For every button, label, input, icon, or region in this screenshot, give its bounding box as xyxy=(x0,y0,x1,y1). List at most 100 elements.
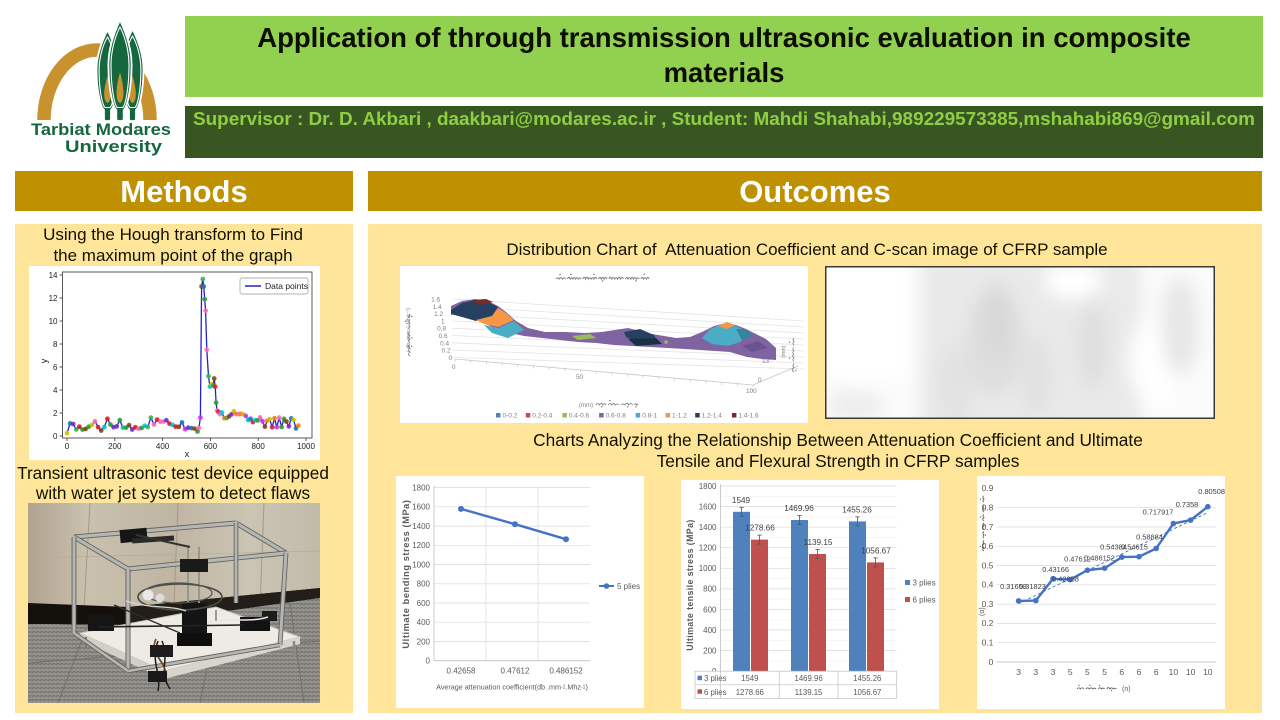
svg-text:0.2: 0.2 xyxy=(982,618,994,628)
svg-text:1800: 1800 xyxy=(699,482,717,491)
svg-text:5: 5 xyxy=(1102,667,1107,677)
svg-text:0.9: 0.9 xyxy=(982,483,994,493)
svg-text:0.8: 0.8 xyxy=(437,326,446,333)
svg-text:Ultimate tensile stress (MPa): Ultimate tensile stress (MPa) xyxy=(685,519,695,650)
svg-text:1000: 1000 xyxy=(412,560,430,569)
svg-text:12: 12 xyxy=(49,294,58,303)
svg-text:14: 14 xyxy=(49,271,58,280)
svg-text:0.47612: 0.47612 xyxy=(1064,555,1091,564)
svg-text:0: 0 xyxy=(448,355,452,362)
svg-text:200: 200 xyxy=(417,637,431,646)
svg-text:0.7358: 0.7358 xyxy=(1176,500,1199,509)
svg-text:(α): (α) xyxy=(979,607,986,616)
svg-text:1139.15: 1139.15 xyxy=(804,538,833,547)
svg-text:y: y xyxy=(39,358,49,363)
svg-text:1455.26: 1455.26 xyxy=(853,674,881,683)
svg-text:0: 0 xyxy=(65,442,70,451)
svg-text:1469.96: 1469.96 xyxy=(784,504,814,513)
svg-text:600: 600 xyxy=(204,442,218,451)
svg-text:1455.26: 1455.26 xyxy=(842,505,872,514)
svg-text:Ultimate bending stress (MPa): Ultimate bending stress (MPa) xyxy=(401,499,411,648)
svg-text:1800: 1800 xyxy=(412,483,430,492)
svg-text:0.5: 0.5 xyxy=(982,560,994,570)
svg-text:0.6: 0.6 xyxy=(439,333,448,340)
svg-text:(mm): (mm) xyxy=(579,403,593,409)
svg-text:8: 8 xyxy=(53,340,58,349)
svg-text:0.8: 0.8 xyxy=(982,503,994,513)
svg-text:1.6: 1.6 xyxy=(431,297,440,304)
svg-text:0.42658: 0.42658 xyxy=(1052,575,1079,584)
svg-text:0.1: 0.1 xyxy=(982,638,994,648)
svg-text:1056.67: 1056.67 xyxy=(853,688,881,697)
svg-text:1400: 1400 xyxy=(412,522,430,531)
svg-text:0.6-0.8: 0.6-0.8 xyxy=(606,413,627,420)
svg-text:1549: 1549 xyxy=(741,674,758,683)
svg-text:3: 3 xyxy=(1016,667,1021,677)
svg-text:1600: 1600 xyxy=(699,502,717,511)
svg-text:5: 5 xyxy=(1085,667,1090,677)
svg-text:200: 200 xyxy=(703,646,717,655)
svg-text:0: 0 xyxy=(452,364,456,371)
svg-text:600: 600 xyxy=(417,599,431,608)
svg-text:0.7: 0.7 xyxy=(982,522,994,532)
svg-text:6 plies: 6 plies xyxy=(913,596,936,605)
svg-text:(n): (n) xyxy=(1122,686,1131,693)
svg-text:1469.96: 1469.96 xyxy=(795,674,823,683)
svg-text:1-1.2: 1-1.2 xyxy=(672,413,687,420)
svg-text:5 plies: 5 plies xyxy=(617,582,640,591)
svg-text:1: 1 xyxy=(441,318,445,325)
svg-text:400: 400 xyxy=(703,626,717,635)
svg-text:10: 10 xyxy=(49,317,58,326)
svg-text:Tarbiat Modares: Tarbiat Modares xyxy=(31,120,171,139)
svg-text:Average attenuation coefficien: Average attenuation coefficient(db .mm-1… xyxy=(436,683,588,692)
svg-text:10: 10 xyxy=(1169,667,1179,677)
svg-text:0.47612: 0.47612 xyxy=(501,667,530,676)
svg-text:1278.66: 1278.66 xyxy=(745,524,775,533)
svg-text:1.2: 1.2 xyxy=(434,311,443,318)
svg-text:1200: 1200 xyxy=(412,541,430,550)
svg-text:400: 400 xyxy=(156,442,170,451)
svg-text:1.4-1.6: 1.4-1.6 xyxy=(738,413,759,420)
svg-text:1139.15: 1139.15 xyxy=(795,688,823,697)
svg-text:(mm): (mm) xyxy=(781,345,787,358)
svg-text:600: 600 xyxy=(703,605,717,614)
svg-text:0.4: 0.4 xyxy=(440,340,449,347)
svg-text:3: 3 xyxy=(1033,667,1038,677)
svg-text:1.4: 1.4 xyxy=(433,304,442,311)
svg-text:0.486152: 0.486152 xyxy=(549,667,583,676)
svg-text:400: 400 xyxy=(417,618,431,627)
svg-text:800: 800 xyxy=(417,580,431,589)
svg-text:3 plies: 3 plies xyxy=(913,579,936,588)
svg-text:0.43166: 0.43166 xyxy=(1042,565,1069,574)
svg-text:0.42658: 0.42658 xyxy=(447,667,476,676)
svg-text:1000: 1000 xyxy=(699,564,717,573)
svg-text:0.31823: 0.31823 xyxy=(1019,582,1046,591)
svg-text:0.4-0.6: 0.4-0.6 xyxy=(569,413,590,420)
svg-text:0: 0 xyxy=(989,657,994,667)
svg-text:Data points: Data points xyxy=(265,281,308,291)
svg-text:10: 10 xyxy=(1186,667,1196,677)
svg-text:1000: 1000 xyxy=(297,442,315,451)
svg-text:0: 0 xyxy=(758,377,762,384)
svg-text:x: x xyxy=(185,449,190,459)
svg-text:1278.66: 1278.66 xyxy=(736,688,764,697)
svg-text:4: 4 xyxy=(53,386,58,395)
svg-text:6: 6 xyxy=(1137,667,1142,677)
svg-text:0.4: 0.4 xyxy=(982,580,994,590)
svg-text:100: 100 xyxy=(746,388,757,395)
svg-text:0.54615: 0.54615 xyxy=(1121,543,1148,552)
svg-text:0.3: 0.3 xyxy=(982,599,994,609)
svg-text:0.80508: 0.80508 xyxy=(1198,487,1225,496)
svg-text:0: 0 xyxy=(53,432,58,441)
svg-text:6: 6 xyxy=(1154,667,1159,677)
svg-text:1.2-1.4: 1.2-1.4 xyxy=(702,413,723,420)
svg-text:0.31658: 0.31658 xyxy=(1000,582,1027,591)
svg-text:6 plies: 6 plies xyxy=(704,688,727,697)
svg-text:6: 6 xyxy=(1119,667,1124,677)
svg-text:2: 2 xyxy=(53,409,58,418)
svg-text:0.486152: 0.486152 xyxy=(1084,554,1115,563)
svg-text:200: 200 xyxy=(108,442,122,451)
svg-text:800: 800 xyxy=(252,442,266,451)
svg-text:6: 6 xyxy=(53,363,58,372)
svg-text:10: 10 xyxy=(1203,667,1213,677)
